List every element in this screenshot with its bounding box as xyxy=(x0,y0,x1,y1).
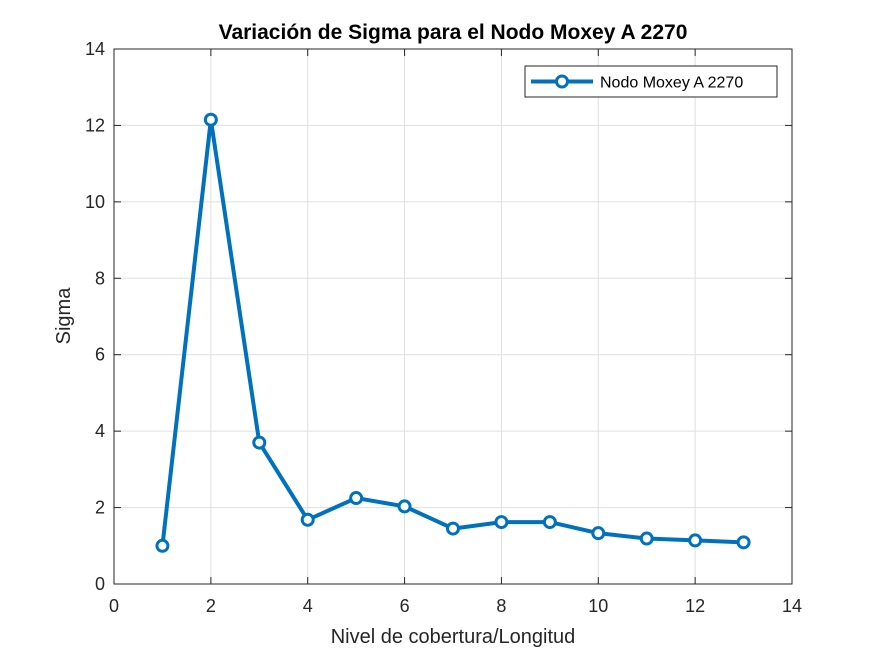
legend-marker-swatch xyxy=(555,74,569,89)
y-tick-label: 2 xyxy=(95,498,105,518)
x-tick-label: 8 xyxy=(496,596,506,616)
data-point xyxy=(349,491,364,506)
y-tick-label: 14 xyxy=(85,39,105,59)
x-tick-label: 6 xyxy=(400,596,410,616)
series-layer xyxy=(155,112,751,553)
y-tick-label: 4 xyxy=(95,421,105,441)
data-point xyxy=(397,499,412,514)
x-axis-title: Nivel de cobertura/Longitud xyxy=(331,626,576,648)
legend-label: Nodo Moxey A 2270 xyxy=(600,75,743,92)
x-tick-label: 2 xyxy=(206,596,216,616)
x-tick-label: 12 xyxy=(685,596,705,616)
data-point xyxy=(300,512,315,527)
data-point xyxy=(542,515,557,530)
tick-labels: 0 2 4 6 8 10 12 14 0 2 4 6 8 10 12 14 xyxy=(85,39,802,616)
x-tick-label: 14 xyxy=(782,596,802,616)
y-tick-label: 12 xyxy=(85,115,105,135)
y-tick-label: 6 xyxy=(95,345,105,365)
legend: Nodo Moxey A 2270 xyxy=(524,65,778,98)
x-tick-label: 4 xyxy=(303,596,313,616)
data-point xyxy=(203,112,218,127)
data-point xyxy=(155,538,170,553)
axes xyxy=(113,48,793,585)
data-point xyxy=(639,531,654,546)
x-tick-label: 10 xyxy=(588,596,608,616)
data-point xyxy=(446,521,460,536)
axes-box xyxy=(113,48,793,585)
data-point xyxy=(591,526,606,541)
x-tick-label: 0 xyxy=(109,596,119,616)
data-point xyxy=(494,515,509,530)
plot-area xyxy=(114,49,792,584)
data-point xyxy=(252,435,267,450)
y-tick-label: 10 xyxy=(85,192,105,212)
y-tick-label: 8 xyxy=(95,268,105,288)
grid xyxy=(113,48,793,585)
data-point xyxy=(688,533,703,548)
y-axis-title: Sigma xyxy=(53,287,75,345)
chart-title: Variación de Sigma para el Nodo Moxey A … xyxy=(219,21,688,44)
y-tick-label: 0 xyxy=(95,574,105,594)
data-point xyxy=(736,535,751,550)
